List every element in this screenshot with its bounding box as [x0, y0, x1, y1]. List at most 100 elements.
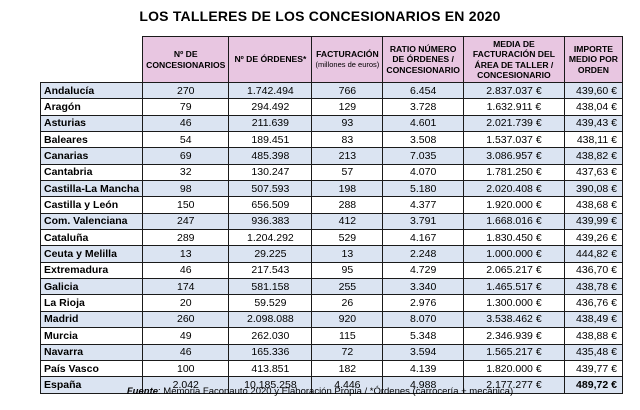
cell-ratio: 3.508 [382, 131, 464, 149]
table-row: Com. Valenciana 247 936.383 412 3.791 1.668.0… [39, 212, 623, 231]
cell-concesionarios: 69 [142, 147, 230, 165]
cell-ratio: 3.340 [382, 278, 464, 296]
cell-importe: 439,43 € [563, 114, 623, 133]
cell-concesionarios: 46 [142, 261, 230, 280]
table-row: Castilla-La Mancha 98 507.593 198 5.180 2.020… [39, 180, 623, 198]
cell-region: País Vasco [39, 359, 144, 378]
header-ratio: RATIO NÚMERO DE ÓRDENES / CONCESIONARIO [382, 36, 464, 83]
cell-ordenes: 485.398 [228, 147, 313, 165]
cell-region: Murcia [39, 327, 144, 345]
cell-concesionarios: 150 [142, 196, 230, 214]
cell-media: 1.781.250 € [462, 163, 565, 182]
cell-facturacion: 920 [311, 310, 384, 329]
header-facturacion: FACTURACIÓN (millones de euros) [311, 36, 384, 83]
cell-facturacion: 4.446 [311, 376, 384, 394]
cell-concesionarios: 46 [142, 343, 230, 361]
cell-media: 1.465.517 € [462, 278, 565, 296]
cell-importe: 438,88 € [563, 327, 623, 345]
cell-region: Ceuta y Melilla [39, 245, 144, 263]
cell-concesionarios: 260 [142, 310, 230, 329]
cell-region: Madrid [39, 310, 144, 329]
cell-importe: 438,49 € [563, 310, 623, 329]
cell-importe: 439,60 € [563, 81, 623, 100]
cell-facturacion: 83 [311, 131, 384, 149]
cell-ordenes: 656.509 [228, 196, 313, 214]
cell-concesionarios: 32 [142, 163, 230, 182]
cell-ratio: 3.594 [382, 343, 464, 361]
cell-ordenes: 165.336 [228, 343, 313, 361]
cell-region: Navarra [39, 343, 144, 361]
cell-ordenes: 1.742.494 [228, 81, 313, 100]
table-row: Murcia 49 262.030 115 5.348 2.346.939 €438,88… [39, 327, 623, 345]
cell-importe: 438,78 € [563, 278, 623, 296]
cell-media: 1.565.217 € [462, 343, 565, 361]
cell-importe: 444,82 € [563, 245, 623, 263]
table-header-row: Nº DE CONCESIONARIOS Nº DE ÓRDENES* FACT… [40, 36, 623, 83]
cell-media: 1.830.450 € [462, 229, 565, 247]
cell-importe: 439,26 € [563, 229, 623, 247]
cell-facturacion: 26 [311, 294, 384, 312]
cell-region: Andalucía [39, 81, 144, 100]
cell-concesionarios: 270 [142, 81, 230, 100]
cell-ordenes: 10.185.258 [228, 376, 313, 394]
cell-ratio: 3.791 [382, 212, 464, 231]
cell-importe: 439,99 € [563, 212, 623, 231]
cell-region: Aragón [39, 98, 144, 116]
cell-concesionarios: 98 [142, 180, 230, 198]
cell-concesionarios: 247 [142, 212, 230, 231]
cell-concesionarios: 289 [142, 229, 230, 247]
source-text: : Memoria Faconauto 2020 y Elaboración P… [158, 386, 514, 397]
cell-facturacion: 72 [311, 343, 384, 361]
cell-ordenes: 59.529 [228, 294, 313, 312]
cell-ratio: 2.976 [382, 294, 464, 312]
cell-facturacion: 213 [311, 147, 384, 165]
cell-ratio: 5.180 [382, 180, 464, 198]
cell-importe: 438,11 € [563, 131, 623, 149]
cell-facturacion: 182 [311, 359, 384, 378]
cell-ratio: 8.070 [382, 310, 464, 329]
table-row: Asturias 46 211.639 93 4.601 2.021.739 €439,4… [39, 114, 623, 133]
cell-ratio: 7.035 [382, 147, 464, 165]
cell-ordenes: 29.225 [228, 245, 313, 263]
table-total-row: España 2.042 10.185.258 4.446 4.988 2.177.277… [39, 376, 623, 394]
cell-ratio: 2.248 [382, 245, 464, 263]
cell-media: 1.537.037 € [462, 131, 565, 149]
header-blank-cell [40, 36, 144, 83]
cell-ordenes: 1.204.292 [228, 229, 313, 247]
cell-importe: 390,08 € [563, 180, 623, 198]
header-media: MEDIA DE FACTURACIÓN DEL ÁREA DE TALLER … [462, 36, 565, 83]
cell-ordenes: 130.247 [228, 163, 313, 182]
cell-facturacion: 412 [311, 212, 384, 231]
cell-media: 2.177.277 € [462, 376, 565, 394]
cell-media: 1.000.000 € [462, 245, 565, 263]
table-row: Galicia 174 581.158 255 3.340 1.465.517 €438,… [39, 278, 623, 296]
cell-importe: 435,48 € [563, 343, 623, 361]
cell-ratio: 4.139 [382, 359, 464, 378]
cell-importe: 438,82 € [563, 147, 623, 165]
cell-media: 1.300.000 € [462, 294, 565, 312]
table-row: Navarra 46 165.336 72 3.594 1.565.217 €435,48… [39, 343, 623, 361]
cell-media: 1.820.000 € [462, 359, 565, 378]
cell-ordenes: 189.451 [228, 131, 313, 149]
cell-facturacion: 529 [311, 229, 384, 247]
cell-ratio: 4.729 [382, 261, 464, 280]
cell-concesionarios: 79 [142, 98, 230, 116]
table-row: La Rioja 20 59.529 26 2.976 1.300.000 €436,76… [39, 294, 623, 312]
cell-facturacion: 57 [311, 163, 384, 182]
cell-region: Canarias [39, 147, 144, 165]
table-row: Madrid 260 2.098.088 920 8.070 3.538.462 €438… [39, 310, 623, 329]
cell-ratio: 5.348 [382, 327, 464, 345]
cell-facturacion: 766 [311, 81, 384, 100]
cell-concesionarios: 20 [142, 294, 230, 312]
cell-region: Extremadura [39, 261, 144, 280]
cell-region: Baleares [39, 131, 144, 149]
cell-media: 1.920.000 € [462, 196, 565, 214]
cell-facturacion: 93 [311, 114, 384, 133]
table-row: Andalucía 270 1.742.494 766 6.454 2.837.037 €… [39, 81, 623, 100]
cell-importe: 489,72 € [563, 376, 623, 394]
cell-ratio: 4.988 [382, 376, 464, 394]
cell-ordenes: 507.593 [228, 180, 313, 198]
cell-ordenes: 262.030 [228, 327, 313, 345]
cell-importe: 438,68 € [563, 196, 623, 214]
cell-concesionarios: 2.042 [142, 376, 230, 394]
